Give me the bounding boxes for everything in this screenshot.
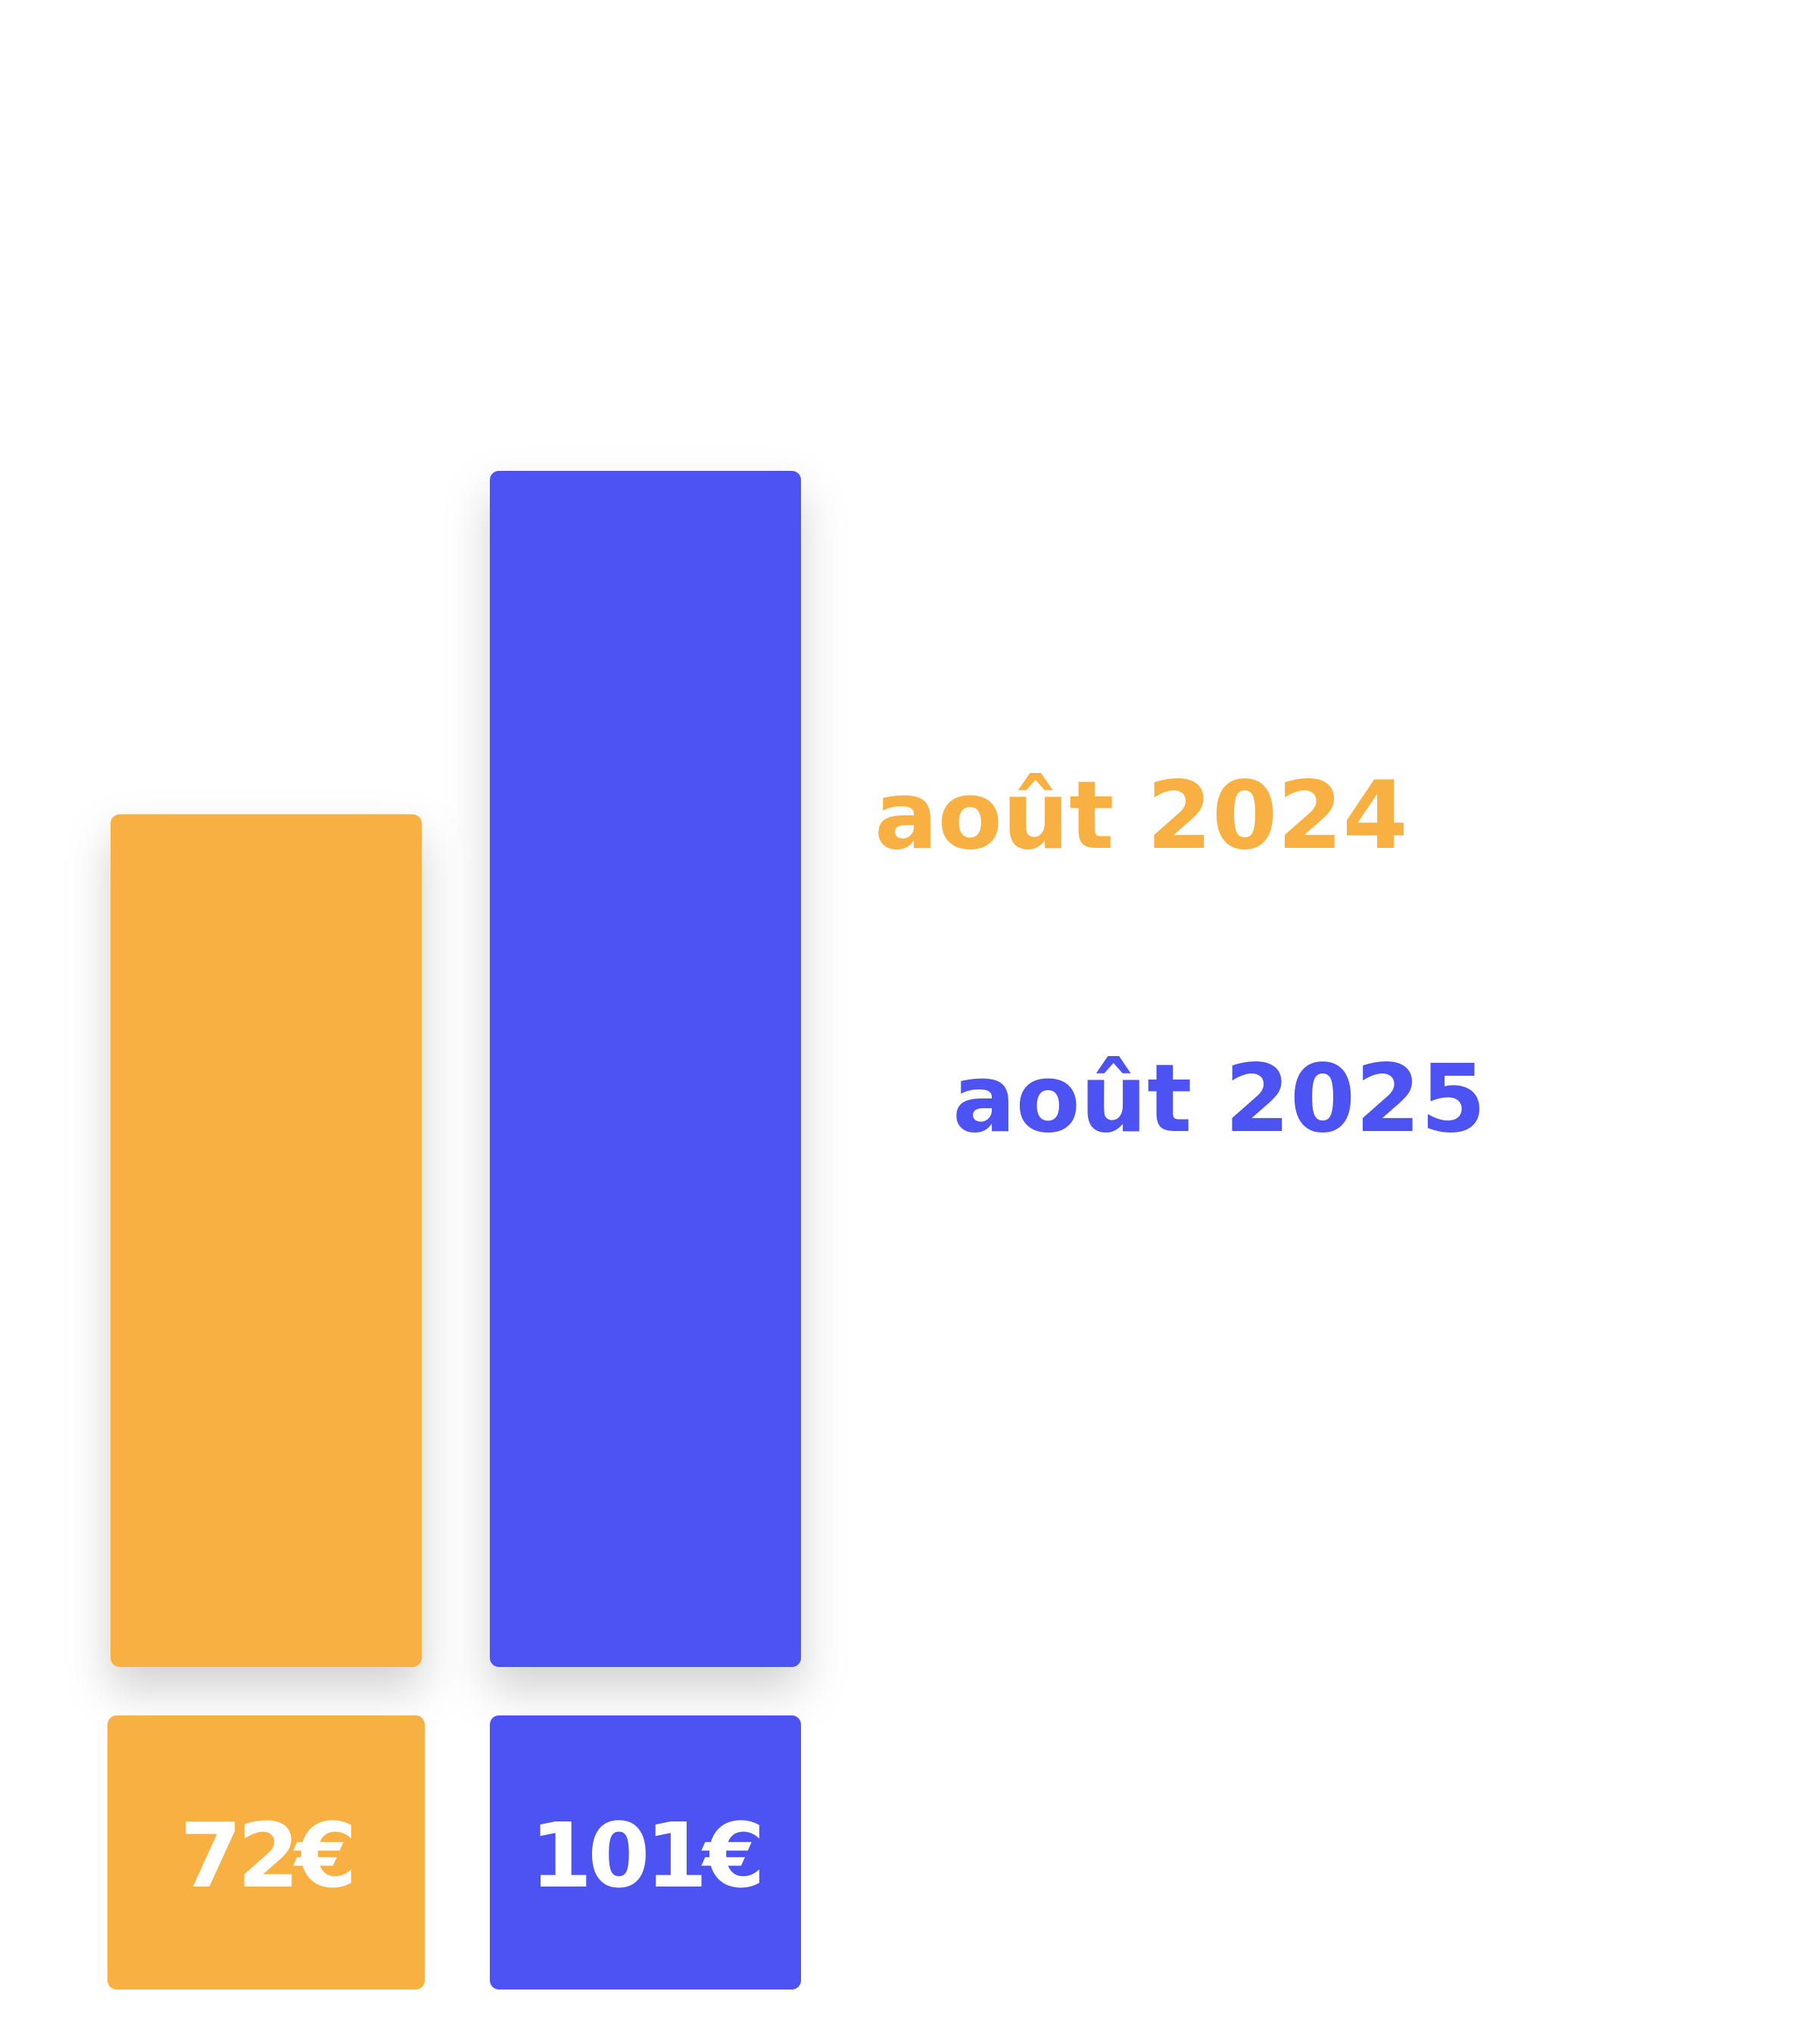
value-box (490, 1715, 801, 1989)
category-label: août 2025 (952, 1045, 1486, 1154)
value-box (108, 1715, 425, 1989)
bar (490, 471, 801, 1667)
value-label: 72€ (179, 1803, 352, 1908)
bar (111, 814, 422, 1667)
value-label: 101€ (530, 1803, 760, 1908)
bars: 72€ 101€ (108, 471, 801, 1989)
category-label: août 2024 (874, 762, 1408, 871)
overlay: août 2024 août 2025 (295, 762, 1678, 1173)
